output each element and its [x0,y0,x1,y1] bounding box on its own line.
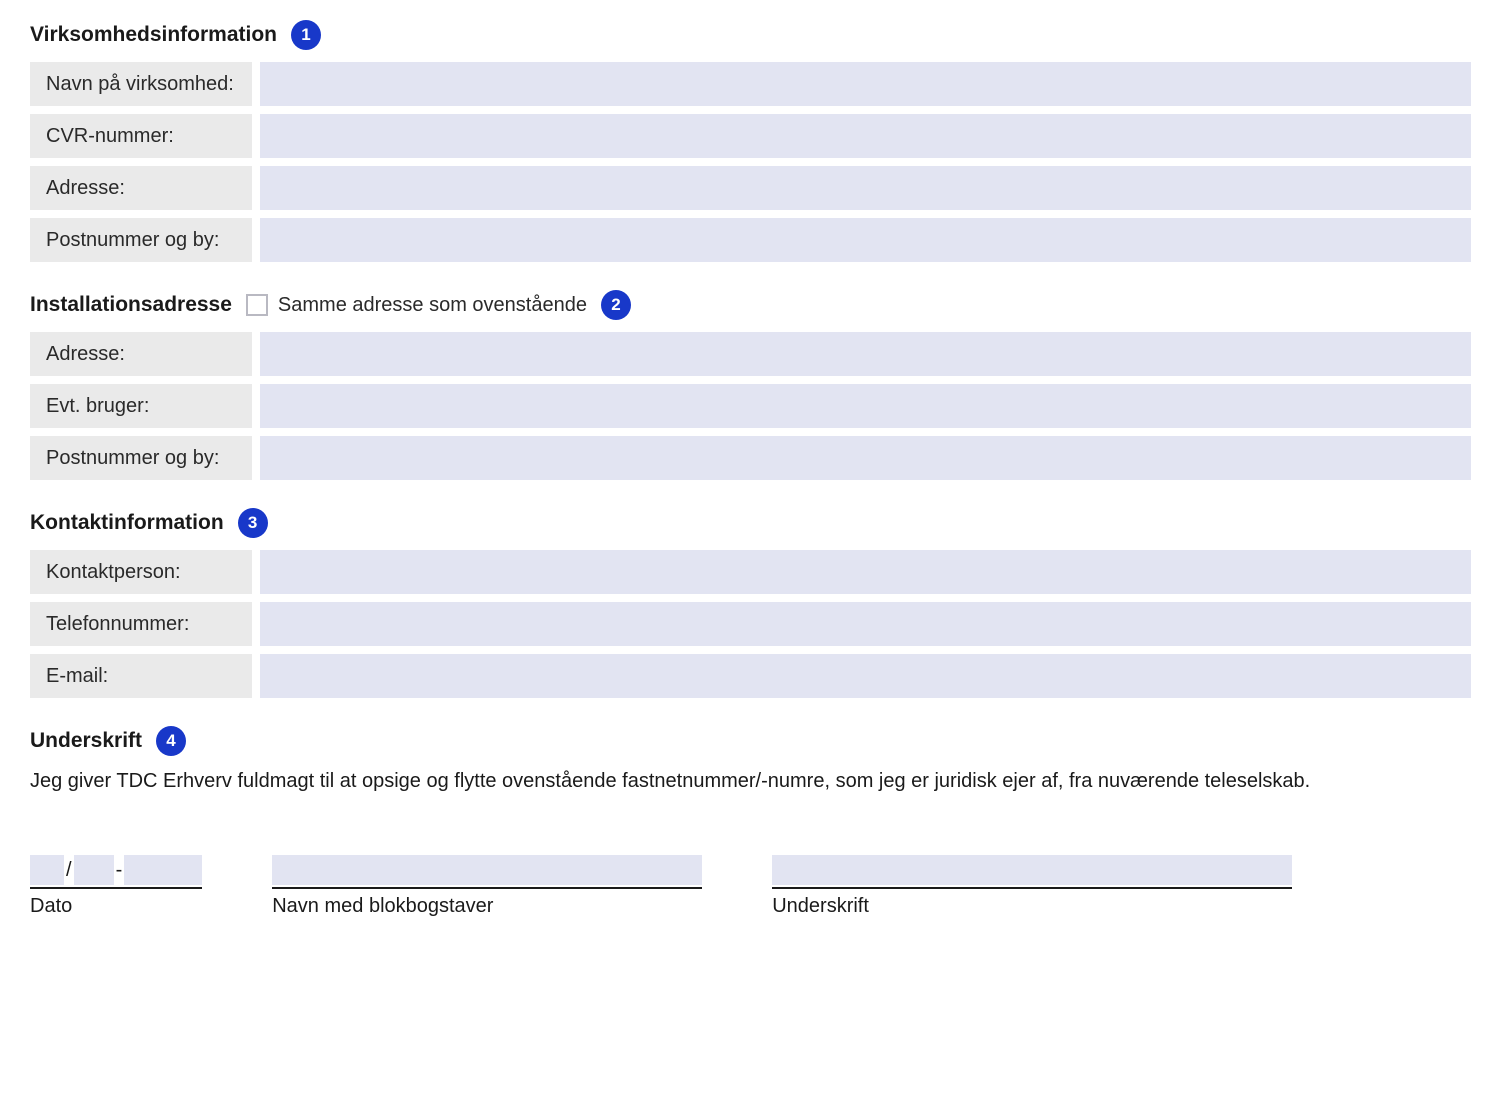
field-install-user: Evt. bruger: [30,384,1471,428]
company-fields: Navn på virksomhed: CVR-nummer: Adresse:… [30,62,1471,262]
input-contact-email[interactable] [260,654,1471,698]
date-inputs: / - [30,855,202,885]
date-sep-slash: / [64,855,74,885]
label-cvr: CVR-nummer: [30,114,252,158]
badge-2: 2 [601,290,631,320]
section-signature-header: Underskrift 4 [30,726,1471,756]
badge-3: 3 [238,508,268,538]
date-underline [30,887,202,889]
section-contact: Kontaktinformation 3 Kontaktperson: Tele… [30,508,1471,698]
install-fields: Adresse: Evt. bruger: Postnummer og by: [30,332,1471,480]
date-label: Dato [30,895,202,918]
label-install-user: Evt. bruger: [30,384,252,428]
contact-fields: Kontaktperson: Telefonnummer: E-mail: [30,550,1471,698]
field-cvr: CVR-nummer: [30,114,1471,158]
section-company: Virksomhedsinformation 1 Navn på virksom… [30,20,1471,262]
badge-4: 4 [156,726,186,756]
section-install-title: Installationsadresse [30,293,232,317]
badge-1: 1 [291,20,321,50]
date-sep-dash: - [114,855,125,885]
input-signature[interactable] [772,855,1292,885]
signature-declaration: Jeg giver TDC Erhverv fuldmagt til at op… [30,768,1471,795]
field-company-address: Adresse: [30,166,1471,210]
section-install: Installationsadresse Samme adresse som o… [30,290,1471,480]
input-date-mm[interactable] [74,855,114,885]
input-contact-phone[interactable] [260,602,1471,646]
label-contact-person: Kontaktperson: [30,550,252,594]
name-inputs [272,855,702,885]
name-label: Navn med blokbogstaver [272,895,702,918]
section-contact-header: Kontaktinformation 3 [30,508,1471,538]
signature-block: Underskrift [772,855,1292,918]
section-signature-title: Underskrift [30,729,142,753]
input-cvr[interactable] [260,114,1471,158]
field-install-postal: Postnummer og by: [30,436,1471,480]
section-company-header: Virksomhedsinformation 1 [30,20,1471,50]
input-install-address[interactable] [260,332,1471,376]
field-contact-phone: Telefonnummer: [30,602,1471,646]
signature-row: / - Dato Navn med blokbogstaver Underskr… [30,855,1471,918]
same-address-wrap: Samme adresse som ovenstående [246,294,587,317]
name-underline [272,887,702,889]
signature-underline [772,887,1292,889]
label-company-postal: Postnummer og by: [30,218,252,262]
name-block: Navn med blokbogstaver [272,855,702,918]
input-install-postal[interactable] [260,436,1471,480]
input-contact-person[interactable] [260,550,1471,594]
signature-label: Underskrift [772,895,1292,918]
field-install-address: Adresse: [30,332,1471,376]
same-address-checkbox[interactable] [246,294,268,316]
field-contact-email: E-mail: [30,654,1471,698]
input-date-yyyy[interactable] [124,855,202,885]
same-address-label: Samme adresse som ovenstående [278,294,587,317]
section-install-header: Installationsadresse Samme adresse som o… [30,290,1471,320]
section-company-title: Virksomhedsinformation [30,23,277,47]
date-block: / - Dato [30,855,202,918]
field-company-name: Navn på virksomhed: [30,62,1471,106]
label-install-address: Adresse: [30,332,252,376]
section-contact-title: Kontaktinformation [30,511,224,535]
input-company-postal[interactable] [260,218,1471,262]
label-company-address: Adresse: [30,166,252,210]
field-contact-person: Kontaktperson: [30,550,1471,594]
signature-inputs [772,855,1292,885]
label-company-name: Navn på virksomhed: [30,62,252,106]
input-date-dd[interactable] [30,855,64,885]
input-name-block[interactable] [272,855,702,885]
input-company-address[interactable] [260,166,1471,210]
field-company-postal: Postnummer og by: [30,218,1471,262]
label-contact-phone: Telefonnummer: [30,602,252,646]
input-company-name[interactable] [260,62,1471,106]
label-contact-email: E-mail: [30,654,252,698]
label-install-postal: Postnummer og by: [30,436,252,480]
section-signature: Underskrift 4 Jeg giver TDC Erhverv fuld… [30,726,1471,918]
input-install-user[interactable] [260,384,1471,428]
